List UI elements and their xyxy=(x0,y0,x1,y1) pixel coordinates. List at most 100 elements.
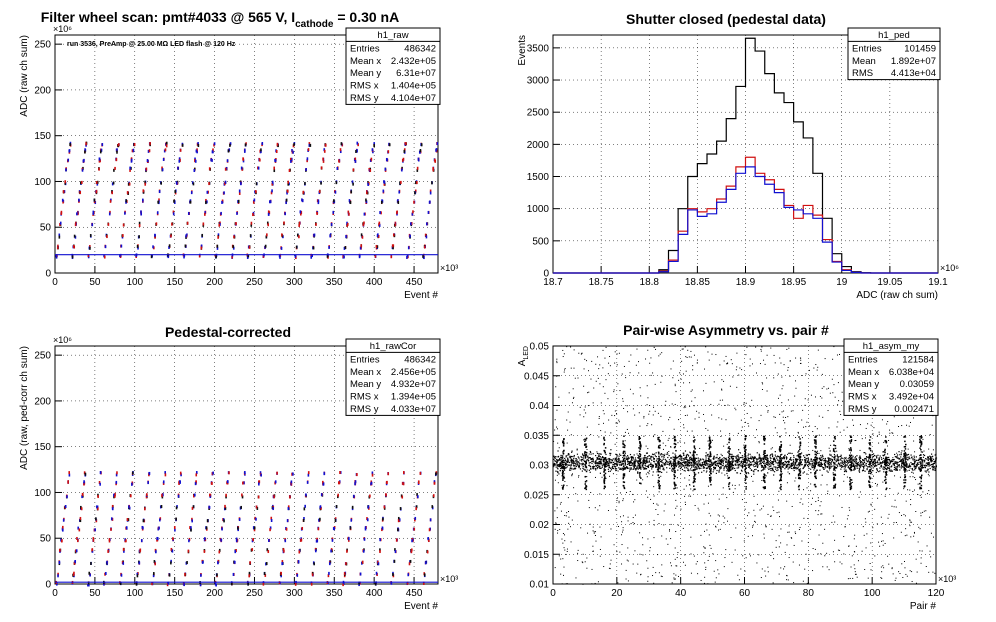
data-point xyxy=(556,470,558,472)
data-point xyxy=(881,577,883,579)
data-point xyxy=(652,414,654,416)
data-point xyxy=(642,462,644,465)
data-point xyxy=(865,427,867,429)
stats-label: Mean y xyxy=(350,379,381,390)
data-point xyxy=(614,362,616,364)
data-point xyxy=(263,572,266,576)
data-point xyxy=(234,550,237,554)
data-point xyxy=(820,524,822,526)
data-point xyxy=(621,544,623,546)
data-point xyxy=(667,456,669,459)
data-point xyxy=(679,455,681,458)
data-point xyxy=(853,461,855,463)
data-point xyxy=(646,459,648,461)
data-point xyxy=(646,385,648,387)
data-point xyxy=(58,235,61,239)
data-point xyxy=(590,468,592,470)
data-point xyxy=(675,457,677,460)
data-point xyxy=(749,453,751,455)
data-point xyxy=(60,538,62,542)
data-point xyxy=(658,572,660,574)
data-point xyxy=(797,432,799,434)
data-point xyxy=(122,561,125,565)
data-point xyxy=(596,462,598,465)
data-point xyxy=(933,536,935,538)
data-point xyxy=(125,539,127,543)
data-point xyxy=(286,191,288,195)
data-point xyxy=(802,580,804,582)
data-point xyxy=(770,467,772,469)
data-point xyxy=(910,461,912,464)
data-point xyxy=(658,453,660,455)
data-point xyxy=(345,562,347,566)
data-point xyxy=(638,372,640,374)
data-point xyxy=(568,392,570,394)
data-point xyxy=(932,458,935,460)
data-point xyxy=(611,467,613,469)
data-point xyxy=(727,508,729,510)
data-point xyxy=(566,466,568,468)
data-point xyxy=(559,469,561,472)
data-point xyxy=(684,442,686,444)
data-point xyxy=(596,451,598,453)
data-point xyxy=(888,468,891,470)
data-point xyxy=(233,235,235,239)
data-point xyxy=(628,464,631,466)
data-point xyxy=(113,493,115,497)
data-point xyxy=(664,464,666,466)
data-point xyxy=(373,142,376,146)
data-point xyxy=(655,452,657,454)
data-point xyxy=(771,467,774,469)
data-point xyxy=(570,434,572,436)
data-point xyxy=(852,462,854,465)
data-point xyxy=(161,494,163,498)
data-point xyxy=(567,459,570,461)
data-point xyxy=(642,458,645,460)
data-point xyxy=(854,573,856,575)
data-point xyxy=(83,482,85,486)
data-point xyxy=(611,460,614,462)
data-point xyxy=(557,465,559,467)
data-point xyxy=(713,458,715,460)
data-point xyxy=(705,471,707,473)
data-point xyxy=(899,458,901,460)
data-point xyxy=(660,415,662,417)
data-point xyxy=(810,394,812,396)
data-point xyxy=(833,346,835,348)
data-point xyxy=(891,567,893,569)
x-tick-label: 350 xyxy=(326,277,343,288)
data-point xyxy=(221,200,223,204)
data-point xyxy=(899,454,901,456)
x-exponent: ×10³ xyxy=(440,574,458,584)
data-point xyxy=(855,464,857,466)
data-point xyxy=(710,547,712,549)
data-point xyxy=(567,460,569,463)
data-point xyxy=(704,576,706,578)
data-point xyxy=(808,462,810,464)
data-point xyxy=(593,531,595,533)
data-point xyxy=(571,451,573,453)
data-point xyxy=(638,361,640,363)
data-point xyxy=(660,381,662,383)
data-point xyxy=(374,254,377,258)
data-point xyxy=(690,456,692,458)
data-point xyxy=(618,352,620,354)
data-point xyxy=(581,460,583,462)
data-point xyxy=(741,470,743,472)
data-point xyxy=(253,198,256,202)
data-point xyxy=(167,255,170,259)
data-point xyxy=(632,517,634,519)
data-point xyxy=(795,477,797,479)
data-point xyxy=(673,577,675,579)
data-point xyxy=(217,233,220,237)
data-point xyxy=(332,210,335,214)
data-point xyxy=(747,422,749,424)
data-point xyxy=(806,455,808,457)
data-point xyxy=(895,462,897,464)
data-point xyxy=(369,494,371,498)
data-point xyxy=(344,246,347,250)
data-point xyxy=(790,466,792,468)
data-point xyxy=(343,255,345,259)
data-point xyxy=(567,429,569,431)
data-point xyxy=(870,542,872,544)
